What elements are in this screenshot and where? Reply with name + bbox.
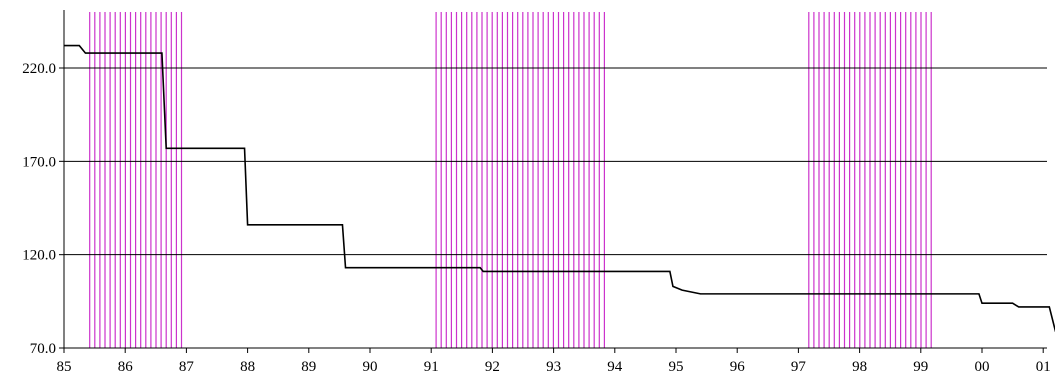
y-tick-label: 220.0 — [22, 61, 56, 77]
x-tick-label: 94 — [607, 359, 623, 375]
horizontal-gridlines — [64, 67, 1047, 256]
x-tick-label: 96 — [730, 359, 746, 375]
series-lines — [64, 44, 1055, 332]
y-tick-labels: 70.0 120.0 170.0 220.0 — [22, 61, 64, 357]
x-tick-label: 88 — [240, 359, 255, 375]
x-tick-label: 90 — [363, 359, 378, 375]
y-tick-label: 70.0 — [30, 341, 56, 357]
axes — [63, 10, 1047, 349]
x-tick-label: 86 — [118, 359, 134, 375]
x-tick-label: 93 — [546, 359, 561, 375]
shaded-band-2 — [435, 12, 606, 348]
shaded-band-3 — [808, 12, 932, 348]
x-tick-label: 91 — [424, 359, 439, 375]
x-tick-label: 87 — [179, 359, 195, 375]
x-tick-labels: 85 86 87 88 89 90 91 92 93 94 95 96 97 98 99 00 01 — [57, 348, 1051, 375]
series-line-1 — [64, 44, 1055, 332]
x-tick-label: 01 — [1036, 359, 1051, 375]
x-tick-label: 85 — [57, 359, 72, 375]
x-tick-label: 92 — [485, 359, 500, 375]
x-tick-label: 89 — [301, 359, 316, 375]
x-tick-label: 95 — [669, 359, 684, 375]
y-tick-label: 170.0 — [22, 154, 56, 170]
x-tick-label: 97 — [791, 359, 807, 375]
shaded-bands — [89, 12, 932, 348]
y-tick-label: 120.0 — [22, 248, 56, 264]
x-tick-label: 00 — [975, 359, 990, 375]
x-tick-label: 99 — [913, 359, 928, 375]
x-tick-label: 98 — [852, 359, 867, 375]
shaded-band-1 — [89, 12, 183, 348]
